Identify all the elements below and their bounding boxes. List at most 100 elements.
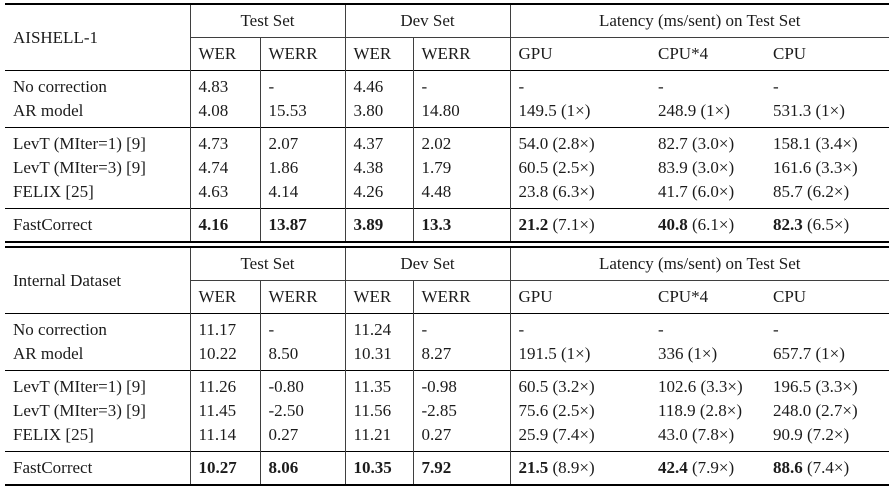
- cell-latency-cpu: 88.6 (7.4×): [765, 451, 890, 485]
- row-label: FELIX [25]: [13, 182, 94, 201]
- cell-werr-test: 15.53: [259, 99, 345, 128]
- row-label: FELIX [25]: [13, 425, 94, 444]
- cell-wer-dev: 11.35: [344, 370, 413, 399]
- cell-wer-test: 4.73: [189, 127, 260, 156]
- header-columns-row: WER WERR WER WERR GPU CPU*4 CPU: [5, 37, 889, 71]
- column-header-latency-cpu: CPU: [773, 287, 807, 306]
- table-row: No correction 4.83-4.46- - - -: [5, 70, 890, 99]
- cell-latency-gpu: -: [509, 313, 651, 342]
- cell-werr-test: -: [259, 313, 345, 342]
- cell-latency-cpu4: -: [650, 313, 766, 342]
- cell-wer-test: 4.08: [189, 99, 260, 128]
- cell-latency-cpu: 158.1 (3.4×): [765, 127, 890, 156]
- header-columns-row: WER WERR WER WERR GPU CPU*4 CPU: [5, 280, 889, 314]
- cell-wer-test: 4.16: [189, 208, 260, 242]
- cell-latency-gpu: 21.5 (8.9×): [509, 451, 651, 485]
- cell-wer-dev: 10.31: [344, 342, 413, 371]
- cell-wer-test: 11.26: [189, 370, 260, 399]
- cell-wer-test: 10.27: [189, 451, 260, 485]
- cell-latency-gpu: 149.5 (1×): [509, 99, 651, 128]
- cell-wer-dev: 4.38: [344, 156, 413, 180]
- cell-wer-dev: 3.80: [344, 99, 413, 128]
- cell-werr-test: 1.86: [259, 156, 345, 180]
- cell-werr-dev: 0.27: [412, 423, 511, 452]
- table-row: No correction 11.17-11.24- - - -: [5, 313, 890, 342]
- cell-werr-dev: 7.92: [412, 451, 511, 485]
- table-row: FastCorrect 10.27 8.06 10.35 7.92 21.5 (8.9×)…: [5, 451, 890, 485]
- table-row: AR model 10.22 8.50 10.31 8.27 191.5 (1×) 336 …: [5, 342, 889, 371]
- cell-wer-test: 10.22: [189, 342, 260, 371]
- cell-latency-cpu4: 83.9 (3.0×): [658, 158, 735, 177]
- cell-latency-cpu: -: [765, 70, 890, 99]
- cell-wer-test: 11.45: [189, 399, 260, 423]
- cell-werr-dev: -: [412, 313, 511, 342]
- results-table-aishell-1: AISHELL-1 Test Set Dev Set Latency (ms/sent…: [5, 3, 890, 243]
- group-header: Dev Set: [344, 247, 511, 281]
- column-header-wer-test: WER: [189, 280, 260, 314]
- cell-wer-dev: 4.26: [344, 180, 413, 209]
- cell-latency-cpu4: 118.9 (2.8×): [658, 401, 743, 420]
- cell-latency-cpu: 196.5 (3.3×): [765, 370, 890, 399]
- table-row: AR model 4.08 15.53 3.80 14.80 149.5 (1×) 248.…: [5, 99, 889, 128]
- cell-latency-cpu: 90.9 (7.2×): [773, 425, 850, 444]
- cell-werr-test: 2.07: [259, 127, 345, 156]
- cell-latency-cpu: 657.7 (1×): [773, 344, 845, 363]
- cell-wer-dev: 3.89: [344, 208, 413, 242]
- column-header-latency-cpu4: CPU*4: [658, 287, 709, 306]
- column-header-latency-gpu: GPU: [509, 37, 651, 71]
- cell-werr-dev: 1.79: [412, 156, 511, 180]
- cell-latency-gpu: 60.5 (3.2×): [509, 370, 651, 399]
- row-label: LevT (MIter=3) [9]: [13, 158, 146, 177]
- table-row: FELIX [25] 11.14 0.27 11.21 0.27 25.9 (7.4×) 4…: [5, 423, 889, 452]
- cell-latency-cpu4: 82.7 (3.0×): [650, 127, 766, 156]
- cell-werr-dev: -: [412, 70, 511, 99]
- cell-wer-dev: 10.35: [344, 451, 413, 485]
- row-label: FastCorrect: [5, 451, 190, 485]
- cell-latency-gpu: 54.0 (2.8×): [509, 127, 651, 156]
- column-header-werr-dev: WERR: [412, 280, 511, 314]
- cell-wer-test: 4.63: [189, 180, 260, 209]
- cell-latency-gpu: 60.5 (2.5×): [509, 156, 651, 180]
- cell-wer-dev: 11.21: [344, 423, 413, 452]
- row-label: No correction: [5, 313, 190, 342]
- cell-werr-test: 13.87: [259, 208, 345, 242]
- cell-latency-gpu: 75.6 (2.5×): [509, 399, 651, 423]
- group-header: Test Set: [189, 247, 345, 281]
- row-label: LevT (MIter=3) [9]: [13, 401, 146, 420]
- table-row: LevT (MIter=1) [9] 11.26 -0.80 11.35 -0.98 60…: [5, 370, 890, 399]
- column-header-werr-test: WERR: [259, 280, 345, 314]
- table-row: LevT (MIter=3) [9] 4.74 1.86 4.38 1.79 60.5 (…: [5, 156, 889, 180]
- cell-werr-dev: -0.98: [412, 370, 511, 399]
- cell-latency-cpu4: 43.0 (7.8×): [658, 425, 735, 444]
- cell-wer-test: 4.74: [189, 156, 260, 180]
- cell-latency-cpu: 248.0 (2.7×): [773, 401, 858, 420]
- cell-werr-test: 4.14: [259, 180, 345, 209]
- table-row: LevT (MIter=1) [9] 4.73 2.07 4.37 2.02 54.0 (…: [5, 127, 890, 156]
- column-header-werr-test: WERR: [259, 37, 345, 71]
- group-header: Test Set: [189, 4, 345, 38]
- row-label: No correction: [5, 70, 190, 99]
- cell-werr-dev: 8.27: [412, 342, 511, 371]
- cell-latency-gpu: 25.9 (7.4×): [509, 423, 651, 452]
- cell-wer-test: 11.14: [189, 423, 260, 452]
- cell-latency-gpu: 23.8 (6.3×): [509, 180, 651, 209]
- cell-werr-dev: -2.85: [412, 399, 511, 423]
- cell-wer-dev: 11.24: [344, 313, 413, 342]
- cell-werr-test: 8.50: [259, 342, 345, 371]
- cell-werr-test: -: [259, 70, 345, 99]
- cell-wer-dev: 4.46: [344, 70, 413, 99]
- tables-container: AISHELL-1 Test Set Dev Set Latency (ms/sent…: [5, 3, 890, 486]
- cell-latency-gpu: 21.2 (7.1×): [509, 208, 651, 242]
- header-group-row: Internal Dataset Test Set Dev Set Latency (…: [5, 247, 890, 290]
- cell-latency-cpu: -: [765, 313, 890, 342]
- cell-latency-cpu4: 336 (1×): [658, 344, 718, 363]
- group-header: Dev Set: [344, 4, 511, 38]
- cell-latency-cpu4: 41.7 (6.0×): [658, 182, 735, 201]
- cell-werr-dev: 14.80: [412, 99, 511, 128]
- group-header: Latency (ms/sent) on Test Set: [509, 4, 890, 38]
- cell-werr-test: -2.50: [259, 399, 345, 423]
- cell-werr-dev: 4.48: [412, 180, 511, 209]
- dataset-label: AISHELL-1: [13, 27, 98, 47]
- row-label: LevT (MIter=1) [9]: [5, 370, 190, 399]
- column-header-latency-gpu: GPU: [509, 280, 651, 314]
